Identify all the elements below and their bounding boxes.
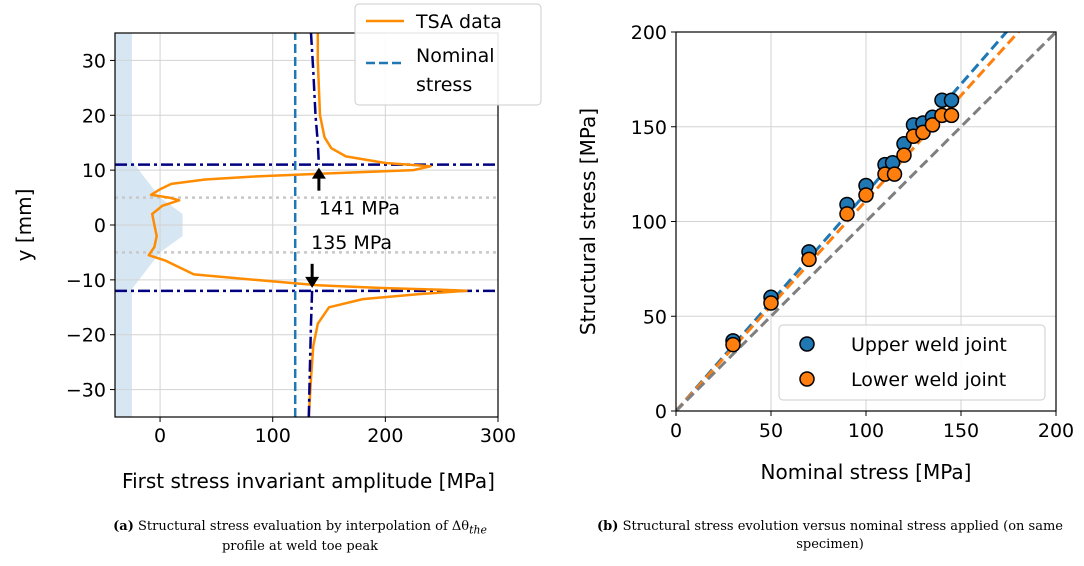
annotation-arrow-head: [311, 167, 326, 179]
legend-label-nominal-line1: Nominal: [416, 45, 495, 67]
left-x-tick-label: 0: [154, 425, 166, 447]
upper-weld-point: [943, 92, 960, 108]
legend-label-lower: Lower weld joint: [851, 369, 1006, 391]
left-x-tick-label: 200: [367, 425, 403, 447]
left-y-tick-label: −10: [66, 270, 106, 292]
lower-weld-point: [924, 117, 941, 133]
left-y-tick-label: −20: [66, 325, 106, 347]
left-legend: TSA data Nominal stress: [354, 3, 542, 106]
caption-a-tag: (a): [113, 519, 134, 534]
left-y-axis-label: y [mm]: [12, 189, 36, 262]
legend-label-nominal-line2: stress: [416, 74, 472, 96]
right-y-tick-label: 0: [655, 401, 667, 423]
right-y-tick-label: 50: [643, 306, 667, 328]
right-legend-box: [778, 324, 1046, 401]
right-x-tick-label: 0: [670, 420, 682, 442]
lower-weld-point: [896, 147, 912, 163]
caption-a-text-line2: profile at weld toe peak: [221, 539, 379, 555]
right-x-tick-label: 100: [848, 420, 884, 442]
caption-b-tag: (b): [597, 519, 619, 534]
right-y-tick-label: 150: [631, 117, 667, 139]
lower-weld-point: [763, 295, 779, 311]
caption-a-text: Structural stress evaluation by interpol…: [138, 519, 470, 534]
lower-weld-point: [886, 166, 903, 182]
lower-weld-point: [943, 107, 960, 124]
right-chart-panel: 0 50 100 150 200 0 50 100 150 200 Nominal stress […: [576, 22, 1074, 484]
legend-label-tsa: TSA data: [415, 11, 502, 33]
left-y-tick-label: 0: [94, 215, 106, 237]
caption-a: (a) Structural stress evaluation by inte…: [20, 518, 580, 556]
left-y-tick-label: −30: [66, 380, 106, 402]
annotation-label: 141 MPa: [319, 198, 400, 220]
left-interpolation-curve: [309, 33, 321, 165]
lower-weld-point: [725, 336, 741, 353]
left-interpolation-curve: [307, 290, 314, 417]
left-legend-box: [354, 3, 542, 106]
lower-weld-point: [839, 206, 855, 222]
right-x-axis-label: Nominal stress [MPa]: [761, 460, 972, 484]
lower-weld-point: [858, 187, 874, 203]
left-y-tick-label: 10: [82, 160, 106, 182]
right-x-tick-label: 200: [1038, 420, 1074, 442]
left-x-tick-label: 100: [255, 425, 291, 447]
right-plot-area: [676, 32, 1056, 411]
right-y-axis-label: Structural stress [MPa]: [576, 108, 600, 335]
right-y-tick-label: 200: [631, 22, 667, 44]
right-y-tick-label: 100: [631, 212, 667, 234]
left-y-tick-label: 30: [82, 50, 106, 72]
legend-marker-upper: [799, 336, 815, 352]
left-x-tick-label: 300: [480, 425, 516, 447]
lower-weld-point: [801, 251, 817, 268]
left-y-tick-label: 20: [82, 105, 106, 127]
left-tsa-curve: [147, 33, 468, 417]
annotation-arrow-head: [305, 276, 320, 288]
right-x-tick-label: 150: [943, 420, 979, 442]
right-x-tick-label: 50: [759, 420, 783, 442]
left-x-axis-label: First stress invariant amplitude [MPa]: [122, 469, 495, 493]
annotation-label: 135 MPa: [311, 232, 392, 254]
caption-b: (b) Structural stress evolution versus n…: [590, 518, 1070, 553]
caption-a-subscript: the: [469, 523, 487, 537]
legend-label-upper: Upper weld joint: [851, 334, 1007, 356]
caption-b-text: Structural stress evolution versus nomin…: [622, 519, 1063, 552]
legend-marker-lower: [799, 371, 815, 387]
right-legend: Upper weld joint Lower weld joint: [778, 324, 1046, 401]
left-chart-panel: 0 100 200 300 −30 −20 −10 0 10 20 30 First stress i…: [12, 3, 542, 493]
